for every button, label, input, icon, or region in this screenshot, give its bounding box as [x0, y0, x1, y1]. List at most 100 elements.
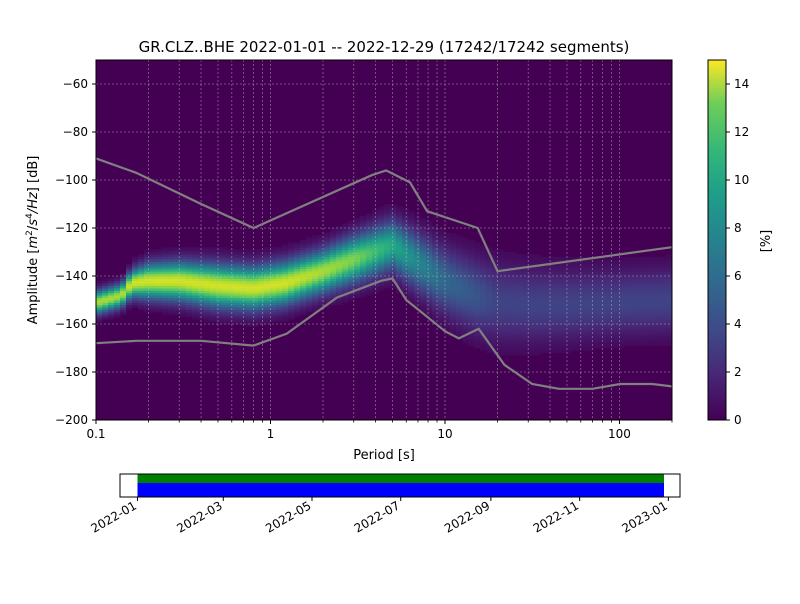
density-cell: [276, 312, 283, 315]
density-cell: [522, 300, 529, 303]
density-cell: [162, 297, 169, 301]
density-cell: [594, 326, 601, 330]
density-cell: [132, 285, 139, 289]
density-cell: [306, 247, 313, 250]
density-cell: [246, 271, 253, 274]
density-cell: [642, 278, 649, 282]
density-cell: [480, 254, 487, 258]
density-cell: [282, 244, 289, 248]
density-cell: [96, 314, 103, 318]
density-cell: [630, 271, 637, 274]
density-cell: [222, 268, 229, 272]
density-cell: [612, 319, 619, 322]
density-cell: [606, 316, 613, 320]
density-cell: [642, 343, 649, 346]
density-cell: [420, 307, 427, 310]
density-cell: [642, 314, 649, 318]
density-cell: [468, 302, 475, 306]
x-tick-label: 1: [267, 427, 275, 441]
density-cell: [474, 343, 481, 346]
density-cell: [354, 254, 361, 258]
density-cell: [486, 276, 493, 279]
density-cell: [270, 283, 277, 286]
density-cell: [480, 307, 487, 310]
density-cell: [114, 314, 121, 318]
density-cell: [150, 252, 157, 255]
density-cell: [240, 304, 247, 308]
density-cell: [216, 256, 223, 260]
density-cell: [96, 316, 103, 320]
density-cell: [126, 271, 133, 274]
density-cell: [612, 321, 619, 325]
density-cell: [252, 300, 259, 303]
density-cell: [594, 276, 601, 279]
density-cell: [180, 254, 187, 258]
colorbar-tick-label: 4: [734, 317, 742, 331]
density-cell: [444, 261, 451, 265]
density-cell: [558, 328, 565, 332]
density-cell: [204, 264, 211, 267]
density-cell: [660, 278, 667, 282]
density-cell: [624, 271, 631, 274]
density-cell: [354, 259, 361, 262]
density-cell: [486, 309, 493, 313]
density-cell: [204, 300, 211, 303]
density-cell: [648, 316, 655, 320]
density-cell: [216, 252, 223, 255]
x-tick-label: 0.1: [86, 427, 105, 441]
density-cell: [534, 280, 541, 284]
density-cell: [312, 278, 319, 282]
density-cell: [492, 326, 499, 330]
density-cell: [384, 252, 391, 255]
density-cell: [318, 276, 325, 279]
density-cell: [438, 307, 445, 310]
density-cell: [666, 324, 672, 327]
density-cell: [546, 295, 553, 298]
density-cell: [630, 261, 637, 265]
density-cell: [570, 292, 577, 296]
density-cell: [270, 288, 277, 291]
density-cell: [210, 316, 217, 320]
density-cell: [360, 225, 367, 229]
density-cell: [174, 264, 181, 267]
density-cell: [636, 266, 643, 270]
density-cell: [474, 324, 481, 327]
density-cell: [648, 280, 655, 284]
density-cell: [108, 314, 115, 318]
density-cell: [588, 266, 595, 270]
density-cell: [252, 295, 259, 298]
density-cell: [576, 264, 583, 267]
density-cell: [444, 285, 451, 289]
density-cell: [432, 252, 439, 255]
density-cell: [510, 252, 517, 255]
density-cell: [546, 345, 553, 349]
density-cell: [546, 321, 553, 325]
density-cell: [102, 292, 109, 296]
density-cell: [444, 276, 451, 279]
density-cell: [264, 280, 271, 284]
density-cell: [114, 300, 121, 303]
density-cell: [222, 309, 229, 313]
density-cell: [486, 285, 493, 289]
density-cell: [594, 309, 601, 313]
density-cell: [402, 292, 409, 296]
density-cell: [288, 280, 295, 284]
density-cell: [210, 280, 217, 284]
density-cell: [618, 316, 625, 320]
density-cell: [612, 307, 619, 310]
density-cell: [156, 297, 163, 301]
density-cell: [504, 276, 511, 279]
density-cell: [222, 312, 229, 315]
density-cell: [438, 278, 445, 282]
density-cell: [246, 312, 253, 315]
density-cell: [360, 259, 367, 262]
density-cell: [378, 230, 385, 234]
density-cell: [414, 249, 421, 253]
density-cell: [228, 290, 235, 294]
density-cell: [138, 273, 145, 277]
density-cell: [636, 261, 643, 265]
density-cell: [186, 254, 193, 258]
density-cell: [642, 321, 649, 325]
density-cell: [582, 290, 589, 294]
density-cell: [390, 232, 397, 236]
